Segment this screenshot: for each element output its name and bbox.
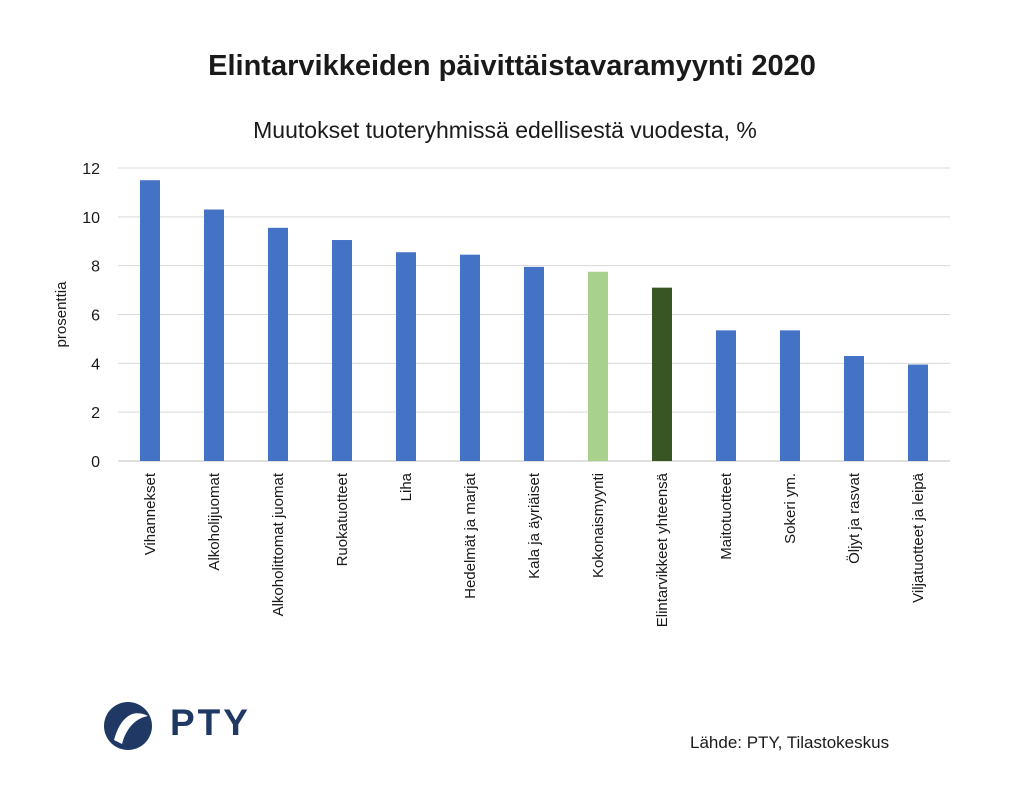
- bar: [588, 271, 608, 461]
- x-tick-label: Hedelmät ja marjat: [462, 472, 479, 599]
- x-tick-label: Elintarvikkeet yhteensä: [654, 472, 671, 627]
- y-tick-label: 6: [91, 308, 100, 325]
- bar: [780, 330, 800, 461]
- bar: [268, 227, 288, 461]
- y-tick-label: 10: [82, 210, 100, 227]
- bar: [716, 330, 736, 461]
- chart-title: Elintarvikkeiden päivittäistavaramyynti …: [208, 50, 816, 82]
- pty-logo-icon: [104, 702, 152, 750]
- bar-chart: 0 2 4 6 8 10 12 prosenttia Vihannekset Alkoholiju…: [53, 161, 950, 627]
- x-tick-label: Maitotuotteet: [718, 472, 735, 560]
- source-note: Lähde: PTY, Tilastokeskus: [690, 733, 890, 752]
- y-tick-label: 4: [91, 356, 100, 373]
- x-tick-label: Alkoholittomat juomat: [270, 472, 287, 616]
- x-tick-label: Kokonaismyynti: [590, 473, 607, 578]
- x-tick-label: Ruokatuotteet: [334, 472, 351, 566]
- bar: [332, 240, 352, 461]
- x-tick-label: Alkoholijuomat: [206, 472, 223, 570]
- logo-text: PTY: [170, 702, 251, 743]
- y-tick-label: 0: [91, 454, 100, 471]
- x-tick-label: Viljatuotteet ja leipä: [910, 472, 927, 602]
- bar: [844, 356, 864, 461]
- bar: [204, 209, 224, 461]
- x-tick-label: Sokeri ym.: [782, 473, 799, 544]
- x-tick-label: Öljyt ja rasvat: [845, 472, 863, 564]
- y-tick-label: 2: [91, 405, 100, 422]
- bar: [460, 254, 480, 461]
- bar: [652, 287, 672, 461]
- bar: [524, 266, 544, 461]
- x-tick-label: Kala ja äyriäiset: [526, 472, 543, 579]
- bar: [396, 252, 416, 461]
- bar: [140, 180, 160, 462]
- bar: [908, 364, 928, 461]
- x-tick-label: Liha: [398, 472, 415, 501]
- y-tick-label: 8: [91, 259, 100, 276]
- y-axis-label: prosenttia: [53, 281, 70, 348]
- y-tick-label: 12: [82, 161, 100, 178]
- pty-logo: PTY: [102, 696, 302, 756]
- x-tick-label: Vihannekset: [142, 472, 159, 555]
- chart-subtitle: Muutokset tuoteryhmissä edellisestä vuod…: [253, 117, 757, 143]
